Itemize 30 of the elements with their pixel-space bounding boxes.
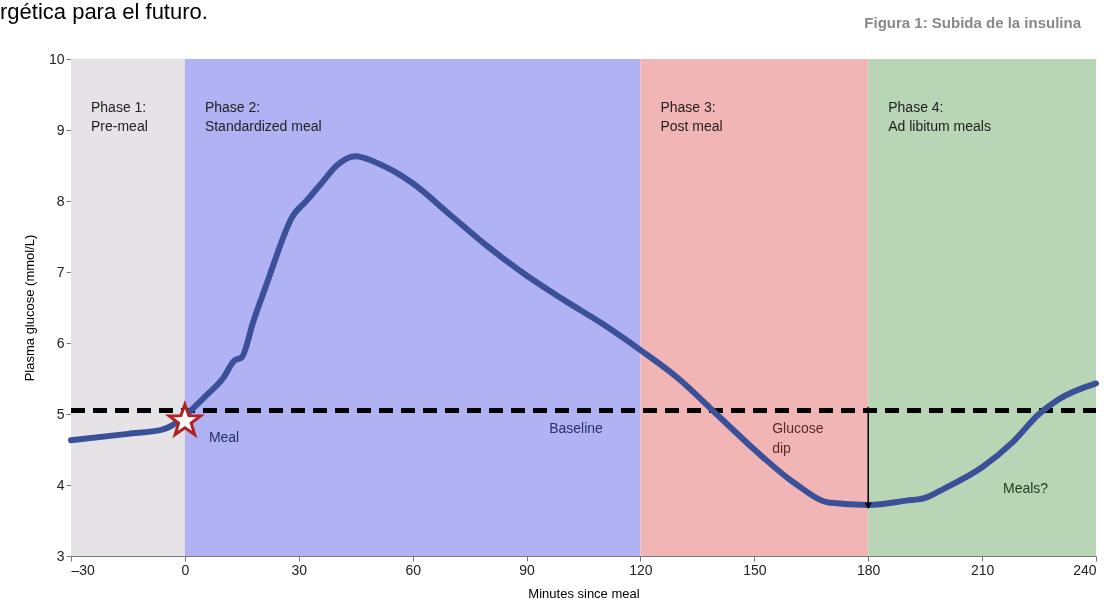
x-tick-label: 150 <box>743 561 767 578</box>
band-label: Phase 4: Ad libitum meals <box>888 99 991 134</box>
x-tick-label: 210 <box>970 561 995 578</box>
y-tick-label: 10 <box>48 50 65 67</box>
ref-line-label: Baseline <box>549 420 604 437</box>
band-label: Phase 3: Post meal <box>660 99 723 134</box>
x-tick-label: 180 <box>857 561 881 578</box>
annotation: Meal <box>208 429 240 446</box>
chart-title: Figura 1: Subida de la insulina <box>864 14 1082 31</box>
x-tick-label: 90 <box>519 561 536 578</box>
x-tick-label: 30 <box>291 561 308 578</box>
y-tick-label: 9 <box>56 121 65 138</box>
x-axis-title: Minutes since meal <box>528 585 640 601</box>
y-tick-label: 3 <box>56 547 65 564</box>
y-tick-label: 8 <box>56 192 65 209</box>
band-label: Phase 1: Pre-meal <box>91 99 148 134</box>
y-tick-label: 7 <box>56 263 65 280</box>
x-tick-label: 120 <box>629 561 653 578</box>
annotation: Meals? <box>1003 480 1049 496</box>
band-label: Phase 2: Standardized meal <box>204 99 322 134</box>
text: rgética para el futuro. <box>0 0 208 24</box>
x-tick-label: 240 <box>1073 561 1097 578</box>
x-tick-label: 0 <box>181 561 190 578</box>
y-tick-label: 5 <box>56 405 65 422</box>
y-axis-title: Plasma glucose (mmol/L) <box>21 234 37 382</box>
y-tick-label: 4 <box>56 476 65 493</box>
x-tick-label: 60 <box>405 561 422 578</box>
annotation: Glucose dip <box>772 420 824 457</box>
x-tick-label: –30 <box>71 561 96 578</box>
y-tick-label: 6 <box>56 334 65 351</box>
